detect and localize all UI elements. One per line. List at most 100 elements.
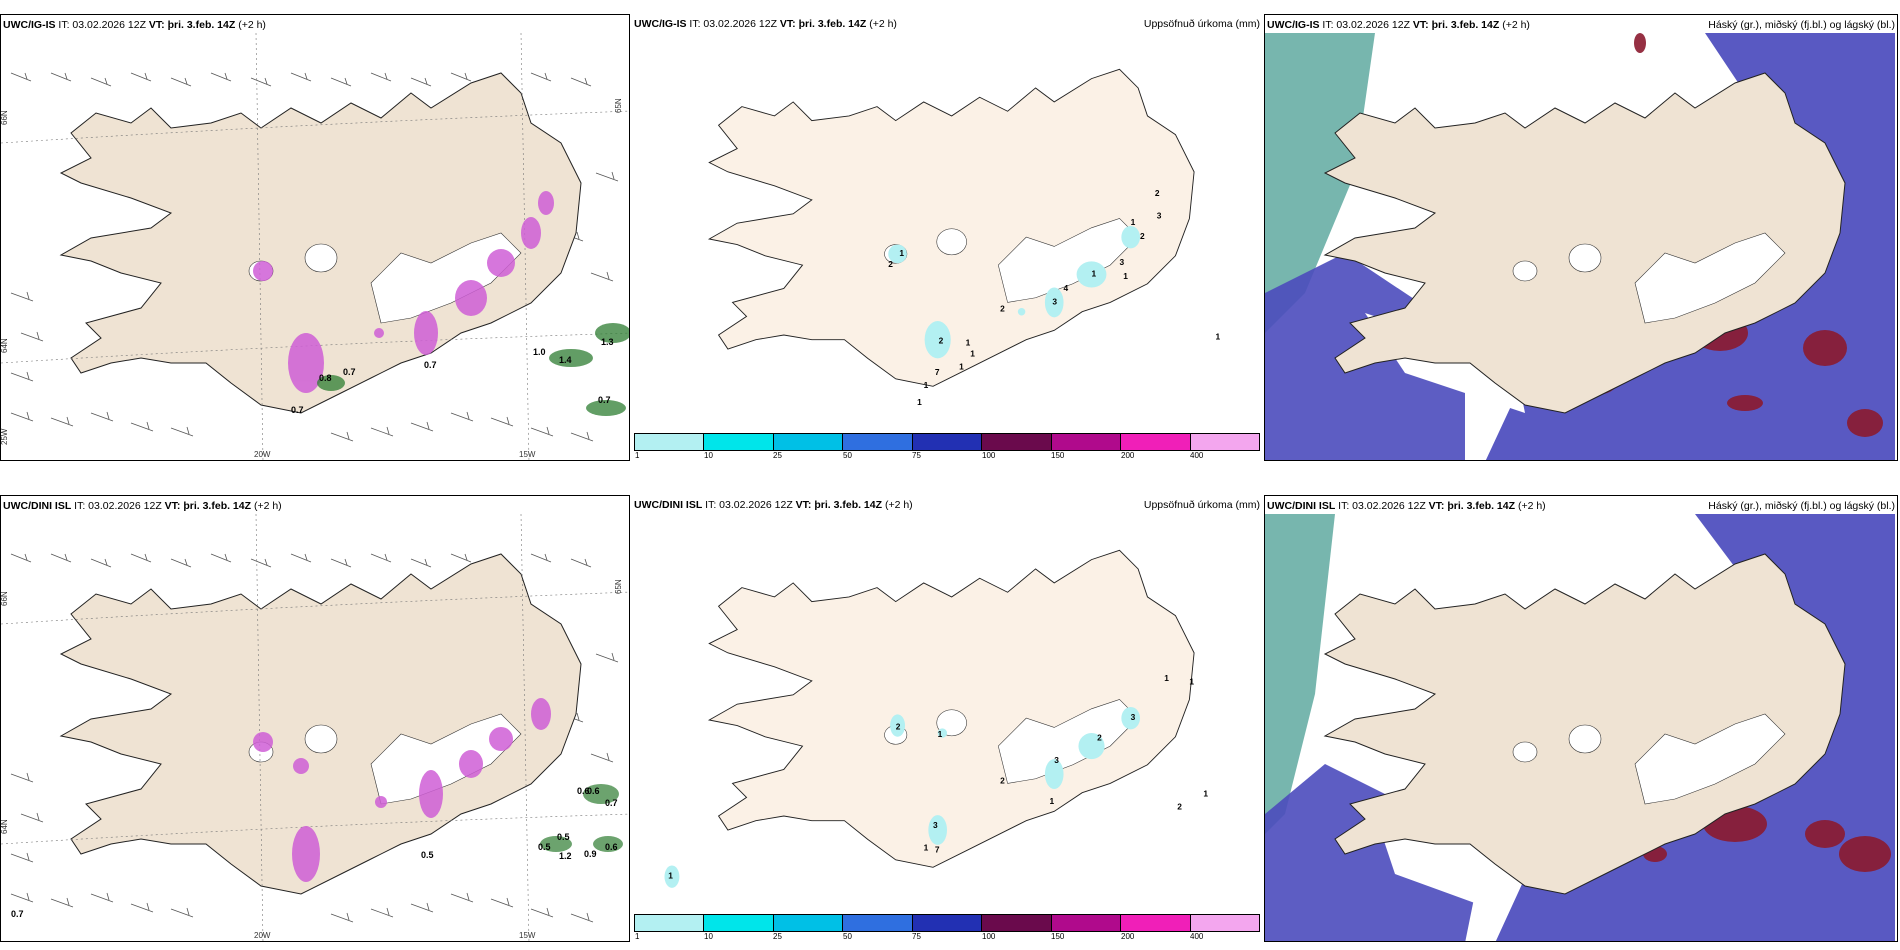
colorbar-tick: 25 xyxy=(773,932,782,941)
precip-green-blobs xyxy=(317,323,629,416)
colorbar-segment xyxy=(1190,434,1259,450)
lat-label: 64N xyxy=(1,338,9,353)
colorbar-tick: 200 xyxy=(1121,932,1135,941)
colorbar-tick: 25 xyxy=(773,451,782,460)
wind-value: 0.5 xyxy=(538,842,551,852)
colorbar-segment xyxy=(982,434,1052,450)
svg-text:3: 3 xyxy=(1052,296,1057,306)
svg-text:1: 1 xyxy=(924,380,929,390)
lat-label: 65N xyxy=(614,579,623,594)
svg-text:3: 3 xyxy=(1054,755,1059,765)
lat-label: 66N xyxy=(1,591,9,606)
svg-text:1: 1 xyxy=(1203,788,1208,798)
svg-text:1: 1 xyxy=(1092,268,1097,278)
svg-text:2: 2 xyxy=(1140,231,1145,241)
colorbar-segment xyxy=(843,434,913,450)
colorbar-segment xyxy=(1121,434,1191,450)
svg-text:1: 1 xyxy=(668,871,673,881)
panel-title: UWC/DINI ISL IT: 03.02.2026 12Z VT: þri.… xyxy=(1267,500,1546,512)
wind-value: 0.5 xyxy=(557,832,570,842)
precip-map: 2 1 2 3 1 3 7 1 2 3 1 1 1 2 1 xyxy=(664,549,1208,888)
wind-value: 0.7 xyxy=(11,909,24,919)
svg-text:2: 2 xyxy=(1000,304,1005,314)
svg-text:7: 7 xyxy=(935,367,940,377)
svg-text:1: 1 xyxy=(938,729,943,739)
colorbar-tick: 1 xyxy=(635,932,640,941)
svg-text:4: 4 xyxy=(1064,283,1069,293)
wind-value: 0.6 xyxy=(587,786,600,796)
product-title: Háský (gr.), miðský (fj.bl.) og lágský (… xyxy=(1708,19,1895,31)
svg-text:2: 2 xyxy=(1155,188,1160,198)
wind-value: 0.7 xyxy=(598,395,611,405)
wind-value: 0.6 xyxy=(577,786,590,796)
svg-text:1: 1 xyxy=(1123,271,1128,281)
colorbar-tick: 150 xyxy=(1051,932,1065,941)
lat-label: 65N xyxy=(614,98,623,113)
panel-title: UWC/IG-IS IT: 03.02.2026 12Z VT: þri. 3.… xyxy=(634,18,897,30)
svg-text:1: 1 xyxy=(1050,796,1055,806)
cloud-map xyxy=(1265,514,1895,941)
wind-value: 0.9 xyxy=(584,849,597,859)
colorbar-tick: 100 xyxy=(982,451,996,460)
precip-cyan-blobs xyxy=(664,706,1141,888)
colorbar-segment xyxy=(1051,915,1122,931)
colorbar-segment xyxy=(704,915,774,931)
colorbar-tick: 150 xyxy=(1051,451,1065,460)
product-title: Uppsöfnuð úrkoma (mm) xyxy=(1143,18,1260,30)
svg-text:2: 2 xyxy=(896,721,901,731)
svg-text:2: 2 xyxy=(939,335,944,345)
svg-text:3: 3 xyxy=(933,820,938,830)
svg-text:3: 3 xyxy=(1119,257,1124,267)
wind-value: 1.3 xyxy=(601,337,614,347)
wind-value: 1.4 xyxy=(559,355,572,365)
wind-panel-top: UWC/IG-IS IT: 03.02.2026 12Z VT: þri. 3.… xyxy=(0,14,630,461)
colorbar-segment xyxy=(773,434,844,450)
lon-label: 15W xyxy=(519,931,536,940)
svg-text:1: 1 xyxy=(1216,332,1221,342)
colorbar-segment xyxy=(912,434,983,450)
svg-text:2: 2 xyxy=(1000,775,1005,785)
panel-title: UWC/IG-IS IT: 03.02.2026 12Z VT: þri. 3.… xyxy=(3,19,266,31)
wind-value: 0.7 xyxy=(291,405,304,415)
colorbar-tick: 100 xyxy=(982,932,996,941)
cloud-panel-top: UWC/IG-IS IT: 03.02.2026 12Z VT: þri. 3.… xyxy=(1264,14,1898,461)
precip-values: 1 2 2 1 1 1 7 1 1 2 3 4 1 3 1 2 3 2 1 1 xyxy=(888,188,1220,407)
colorbar xyxy=(634,433,1260,451)
wind-value: 0.6 xyxy=(605,842,618,852)
svg-text:2: 2 xyxy=(1177,802,1182,812)
wind-value: 0.7 xyxy=(605,798,618,808)
lon-label: 20W xyxy=(254,450,271,459)
wind-value: 1.2 xyxy=(559,851,572,861)
lat-label: 64N xyxy=(1,819,9,834)
lat-label: 66N xyxy=(1,110,9,125)
wind-map: 0.6 0.6 0.7 0.5 0.5 1.2 0.9 0.6 0.5 0.7 … xyxy=(1,514,629,941)
colorbar-segment xyxy=(912,915,983,931)
svg-text:2: 2 xyxy=(888,259,893,269)
precip-pink-blobs xyxy=(253,698,551,882)
svg-text:1: 1 xyxy=(899,248,904,258)
precip-map: 1 2 2 1 1 1 7 1 1 2 3 4 1 3 1 2 3 2 1 1 xyxy=(708,68,1221,407)
colorbar-tick: 400 xyxy=(1190,932,1204,941)
colorbar-ticks: 1 10 25 50 75 100 150 200 400 xyxy=(634,451,1260,461)
panel-title: UWC/IG-IS IT: 03.02.2026 12Z VT: þri. 3.… xyxy=(1267,19,1530,31)
precip-green-blobs xyxy=(540,784,623,852)
product-title: Uppsöfnuð úrkoma (mm) xyxy=(1143,499,1260,511)
wind-map: 1.0 1.3 1.4 0.7 0.7 0.7 0.8 0.7 66N 65N … xyxy=(1,33,629,460)
wind-value: 0.5 xyxy=(421,850,434,860)
colorbar-segment xyxy=(635,915,705,931)
svg-text:1: 1 xyxy=(966,337,971,347)
colorbar-tick: 10 xyxy=(704,932,713,941)
lat-label: 25W xyxy=(1,428,9,445)
svg-text:1: 1 xyxy=(924,843,929,853)
precip-panel-top: UWC/IG-IS IT: 03.02.2026 12Z VT: þri. 3.… xyxy=(632,14,1262,461)
cloud-panel-bottom: UWC/DINI ISL IT: 03.02.2026 12Z VT: þri.… xyxy=(1264,495,1898,942)
cloud-map xyxy=(1265,33,1895,460)
colorbar-tick: 10 xyxy=(704,451,713,460)
colorbar-tick: 400 xyxy=(1190,451,1204,460)
precip-pink-blobs xyxy=(253,191,554,393)
precip-panel-bottom: UWC/DINI ISL IT: 03.02.2026 12Z VT: þri.… xyxy=(632,495,1262,942)
colorbar-segment xyxy=(1051,434,1122,450)
precip-values: 2 1 2 3 1 3 7 1 2 3 1 1 1 2 1 xyxy=(668,673,1208,881)
colorbar xyxy=(634,914,1260,932)
lon-label: 20W xyxy=(254,931,271,940)
